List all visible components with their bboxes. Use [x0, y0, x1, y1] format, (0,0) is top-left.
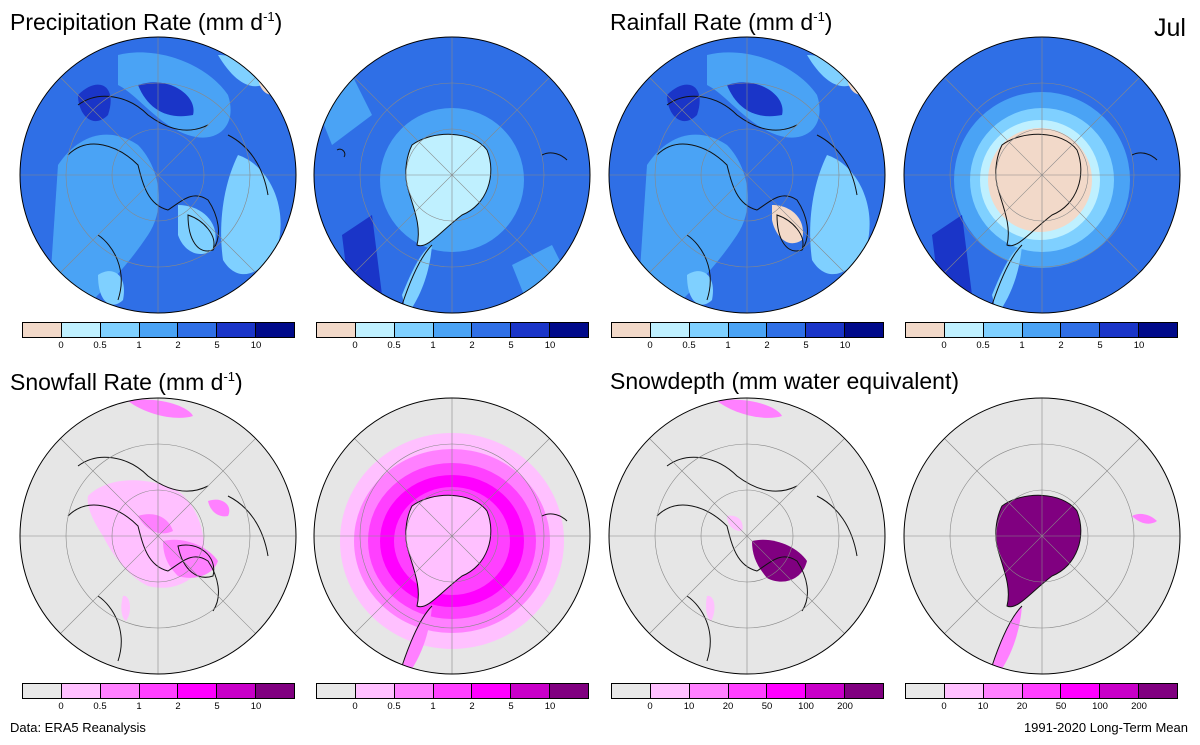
snow-colorbar — [22, 683, 295, 699]
rain-south-ticks: 0 0.5 1 2 5 10 — [941, 340, 1145, 351]
rain-south-map — [903, 36, 1181, 314]
snow-north-map — [19, 397, 297, 675]
snow-south-map — [313, 397, 591, 675]
rain-title: Rainfall Rate (mm d-1) — [610, 9, 833, 35]
depth-north-map — [608, 397, 886, 675]
period-label: 1991-2020 Long-Term Mean — [1023, 720, 1188, 735]
depth-colorbar — [611, 683, 884, 699]
snow-south-ticks: 0 0.5 1 2 5 10 — [352, 701, 556, 712]
precip-south-ticks: 0 0.5 1 2 5 10 — [352, 340, 556, 351]
snow-south-colorbar — [316, 683, 589, 699]
data-source-label: Data: ERA5 Reanalysis — [10, 720, 146, 735]
rain-ticks: 0 0.5 1 2 5 10 — [647, 340, 851, 351]
rain-north-map — [608, 36, 886, 314]
depth-south-ticks: 0 10 20 50 100 200 — [941, 701, 1147, 712]
month-label: Jul — [1154, 14, 1186, 42]
snow-title: Snowfall Rate (mm d-1) — [10, 369, 243, 395]
precip-ticks: 0 0.5 1 2 5 10 — [58, 340, 262, 351]
rain-south-colorbar — [905, 322, 1178, 338]
depth-south-map — [903, 397, 1181, 675]
precip-title: Precipitation Rate (mm d-1) — [10, 9, 283, 35]
precip-south-map — [313, 36, 591, 314]
precip-north-map — [19, 36, 297, 314]
rain-colorbar — [611, 322, 884, 338]
depth-ticks: 0 10 20 50 100 200 — [647, 701, 853, 712]
precip-colorbar — [22, 322, 295, 338]
precip-south-colorbar — [316, 322, 589, 338]
depth-title: Snowdepth (mm water equivalent) — [610, 368, 959, 394]
snow-ticks: 0 0.5 1 2 5 10 — [58, 701, 262, 712]
depth-south-colorbar — [905, 683, 1178, 699]
